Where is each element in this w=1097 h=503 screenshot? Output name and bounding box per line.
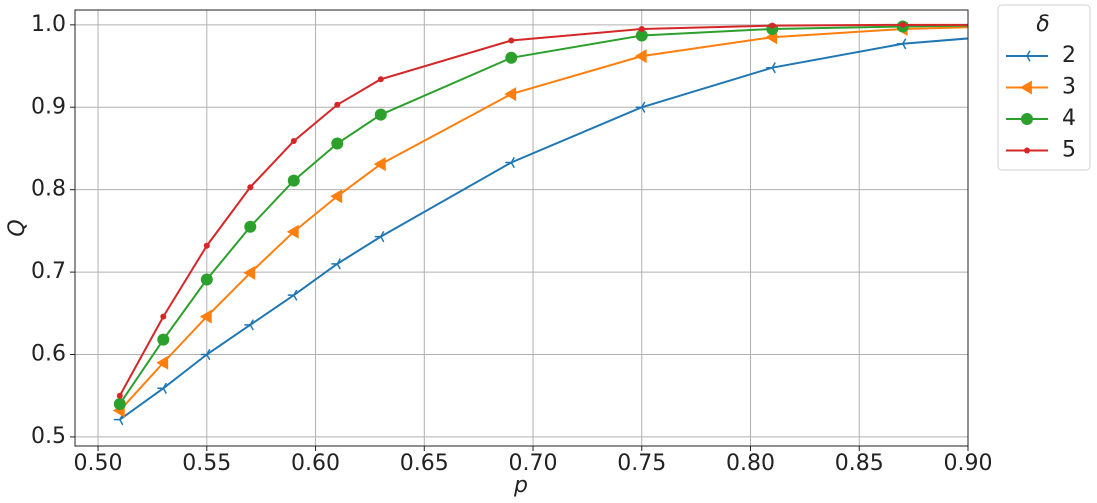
x-tick-label: 0.70: [509, 451, 558, 476]
marker: [635, 29, 648, 42]
marker: [1024, 147, 1030, 154]
marker: [330, 189, 343, 204]
y-tick-label: 0.5: [31, 424, 66, 449]
marker: [504, 87, 517, 102]
legend-label: 5: [1062, 138, 1076, 163]
marker: [635, 101, 646, 113]
series-line: [119, 26, 968, 412]
marker: [160, 313, 167, 320]
marker: [638, 25, 645, 32]
y-tick-label: 0.8: [31, 177, 66, 202]
x-tick-label: 0.65: [400, 451, 449, 476]
marker: [373, 157, 386, 172]
marker: [331, 137, 344, 150]
series-line: [118, 23, 968, 397]
marker: [331, 258, 341, 270]
marker: [199, 309, 212, 324]
marker: [157, 382, 167, 394]
series-line: [119, 37, 968, 421]
y-axis-label: Q: [5, 219, 30, 236]
marker: [200, 273, 213, 286]
marker: [116, 392, 123, 399]
marker: [156, 355, 169, 370]
marker: [243, 265, 256, 280]
marker: [287, 174, 300, 187]
y-tick-label: 1.0: [31, 12, 66, 37]
marker: [247, 184, 254, 191]
legend-label: 2: [1062, 43, 1076, 68]
series-line: [118, 24, 968, 405]
marker: [505, 51, 518, 64]
plot-frame: [74, 9, 969, 447]
marker: [287, 289, 298, 301]
x-tick-label: 0.80: [726, 451, 775, 476]
marker: [200, 348, 211, 361]
marker: [334, 101, 341, 108]
y-tick-label: 0.6: [31, 342, 66, 367]
legend-label: 4: [1062, 106, 1076, 131]
y-tick-label: 0.9: [31, 94, 66, 119]
marker: [113, 397, 126, 410]
marker: [634, 49, 647, 64]
x-tick-label: 0.55: [182, 451, 231, 476]
marker: [244, 220, 257, 233]
legend-title: δ: [1036, 12, 1049, 37]
y-tick-label: 0.7: [31, 259, 66, 284]
legend-label: 3: [1062, 75, 1076, 100]
marker: [290, 138, 297, 145]
marker: [899, 21, 906, 28]
marker: [203, 242, 210, 249]
marker: [244, 319, 254, 331]
marker: [1020, 80, 1032, 95]
x-axis-label: p: [513, 473, 528, 498]
marker: [505, 156, 515, 169]
marker: [286, 224, 299, 239]
marker: [508, 37, 515, 44]
marker: [157, 333, 170, 346]
marker: [374, 231, 385, 243]
x-tick-label: 0.75: [617, 451, 666, 476]
x-tick-label: 0.50: [74, 451, 123, 476]
marker: [766, 62, 776, 74]
marker: [374, 108, 387, 121]
marker: [1021, 113, 1033, 125]
marker: [769, 22, 776, 29]
x-tick-label: 0.90: [944, 451, 993, 476]
x-tick-label: 0.60: [291, 451, 340, 476]
x-tick-label: 0.85: [835, 451, 884, 476]
marker: [1021, 50, 1031, 62]
marker: [377, 76, 384, 83]
marker: [896, 38, 907, 50]
